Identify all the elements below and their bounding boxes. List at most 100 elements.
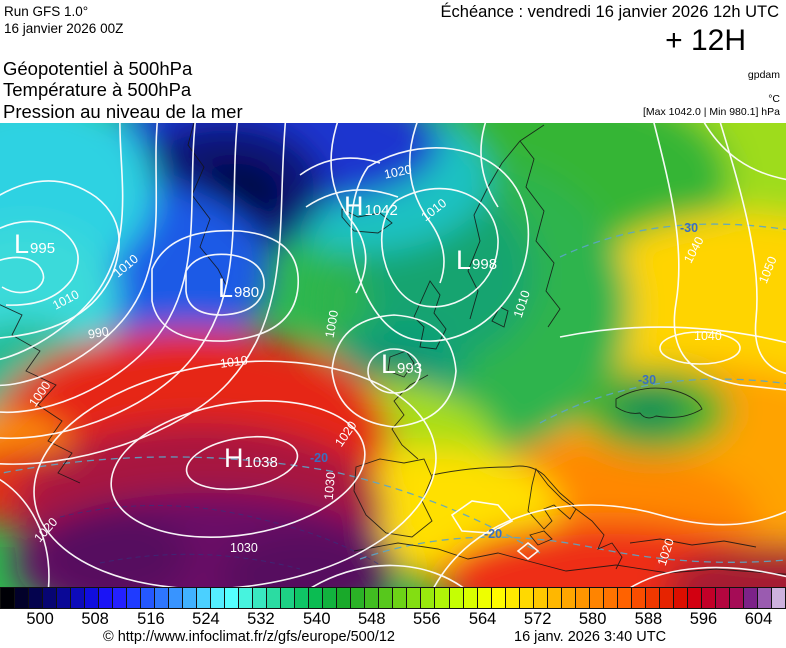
parameter-temperature: Température à 500hPa bbox=[3, 79, 192, 100]
coastlines bbox=[0, 123, 786, 575]
pressure-center-letter: L bbox=[218, 273, 234, 303]
colorbar-cell bbox=[771, 588, 786, 608]
colorbar-cell bbox=[267, 588, 282, 608]
colorbar-cell bbox=[421, 588, 436, 608]
isobar-label: 1050 bbox=[756, 254, 780, 286]
map: L 995 L 980 H 1042 L 998 L 993 H 1038 1010 1010 990 100… bbox=[0, 123, 786, 587]
colorbar-cell bbox=[505, 588, 520, 608]
temperature-contours bbox=[0, 223, 786, 563]
pressure-center-l995: L 995 bbox=[14, 231, 55, 258]
colorbar-cell bbox=[323, 588, 338, 608]
parameter-list: Géopotentiel à 500hPa Température à 500h… bbox=[3, 58, 243, 123]
valid-time: Échéance : vendredi 16 janvier 2026 12h … bbox=[440, 3, 779, 21]
parameter-geopotential: Géopotentiel à 500hPa bbox=[3, 57, 193, 79]
colorbar-cell bbox=[309, 588, 324, 608]
map-image bbox=[0, 123, 786, 587]
colorbar-tick: 524 bbox=[192, 610, 220, 628]
colorbar-cell bbox=[477, 588, 492, 608]
isobars bbox=[0, 123, 786, 587]
colorbar-cell bbox=[183, 588, 198, 608]
colorbar-cell bbox=[491, 588, 506, 608]
isobar-label: 1000 bbox=[26, 378, 54, 410]
colorbar-cell bbox=[645, 588, 660, 608]
colorbar-cell bbox=[463, 588, 478, 608]
colorbar-cell bbox=[575, 588, 590, 608]
isobar-label: 1030 bbox=[230, 541, 258, 555]
colorbar-tick: 508 bbox=[81, 610, 109, 628]
copyright-link[interactable]: © http://www.infoclimat.fr/z/gfs/europe/… bbox=[103, 629, 395, 645]
pressure-center-value: 980 bbox=[234, 284, 260, 301]
parameter-pressure: Pression au niveau de la mer bbox=[3, 100, 243, 122]
temperature-field bbox=[0, 123, 786, 587]
colorbar-cell bbox=[365, 588, 380, 608]
isobar-label: 1020 bbox=[31, 514, 61, 546]
colorbar-cell bbox=[659, 588, 674, 608]
forecast-step: + 12H bbox=[665, 24, 746, 57]
colorbar-cell bbox=[743, 588, 758, 608]
colorbar-cell bbox=[43, 588, 58, 608]
run-info: Run GFS 1.0° 16 janvier 2026 00Z bbox=[4, 3, 123, 37]
temperature-label: -30 bbox=[638, 373, 657, 387]
colorbar-cell bbox=[197, 588, 212, 608]
temperature-contours-warm bbox=[59, 504, 381, 570]
header: Run GFS 1.0° 16 janvier 2026 00Z Échéanc… bbox=[0, 0, 786, 123]
isobar-label: 1010 bbox=[219, 353, 249, 371]
run-model: Run GFS 1.0° bbox=[4, 4, 89, 19]
colorbar-cell bbox=[715, 588, 730, 608]
temperature-label: -20 bbox=[310, 451, 329, 465]
colorbar-cell bbox=[337, 588, 352, 608]
isobar-label: 1020 bbox=[332, 418, 360, 450]
colorbar-tick: 532 bbox=[247, 610, 275, 628]
colorbar-cell bbox=[71, 588, 86, 608]
colorbar-tick: 556 bbox=[413, 610, 441, 628]
unit-temperature: °C bbox=[768, 93, 780, 105]
isobar-label: 1000 bbox=[322, 309, 342, 339]
colorbar-tick: 500 bbox=[26, 610, 54, 628]
pressure-center-h1038: H 1038 bbox=[224, 445, 278, 472]
isobar-label: 1040 bbox=[681, 234, 707, 266]
pressure-minmax: [Max 1042.0 | Min 980.1] hPa bbox=[643, 106, 780, 118]
colorbar-cell bbox=[757, 588, 772, 608]
colorbar-cell bbox=[687, 588, 702, 608]
colorbar-cell bbox=[617, 588, 632, 608]
temperature-label: -20 bbox=[484, 527, 503, 541]
colorbar-cell bbox=[15, 588, 30, 608]
pressure-center-l993: L 993 bbox=[381, 351, 422, 378]
colorbar-cell bbox=[211, 588, 226, 608]
colorbar-cell bbox=[631, 588, 646, 608]
colorbar-tick: 516 bbox=[137, 610, 165, 628]
colorbar-cell bbox=[295, 588, 310, 608]
colorbar-cells bbox=[0, 587, 786, 609]
colorbar-cell bbox=[519, 588, 534, 608]
isobar-label: 1010 bbox=[110, 251, 142, 281]
colorbar-cell bbox=[113, 588, 128, 608]
colorbar-cell bbox=[561, 588, 576, 608]
pressure-center-letter: H bbox=[344, 191, 364, 221]
colorbar-cell bbox=[449, 588, 464, 608]
generated-timestamp: 16 janv. 2026 3:40 UTC bbox=[514, 629, 667, 645]
colorbar-cell bbox=[589, 588, 604, 608]
colorbar-cell bbox=[29, 588, 44, 608]
pressure-center-l998: L 998 bbox=[456, 247, 497, 274]
colorbar-cell bbox=[141, 588, 156, 608]
colorbar-cell bbox=[281, 588, 296, 608]
isobar-label: 1020 bbox=[382, 162, 413, 182]
colorbar-cell bbox=[393, 588, 408, 608]
isobar-label: 1030 bbox=[321, 471, 339, 501]
colorbar-cell bbox=[155, 588, 170, 608]
temperature-label: -30 bbox=[680, 221, 699, 235]
colorbar-tick: 572 bbox=[523, 610, 552, 628]
pressure-center-value: 993 bbox=[397, 360, 423, 377]
isobar-label: 1010 bbox=[510, 288, 533, 320]
colorbar-cell bbox=[0, 588, 16, 608]
colorbar-cell bbox=[253, 588, 268, 608]
colorbar-cell bbox=[99, 588, 114, 608]
colorbar-cell bbox=[379, 588, 394, 608]
pressure-center-l980: L 980 bbox=[218, 275, 259, 302]
colorbar-cell bbox=[435, 588, 450, 608]
isobar-label: 990 bbox=[86, 324, 110, 342]
colorbar-tick: 580 bbox=[578, 610, 607, 628]
colorbar-cell bbox=[57, 588, 72, 608]
pressure-center-value: 1038 bbox=[244, 454, 278, 471]
